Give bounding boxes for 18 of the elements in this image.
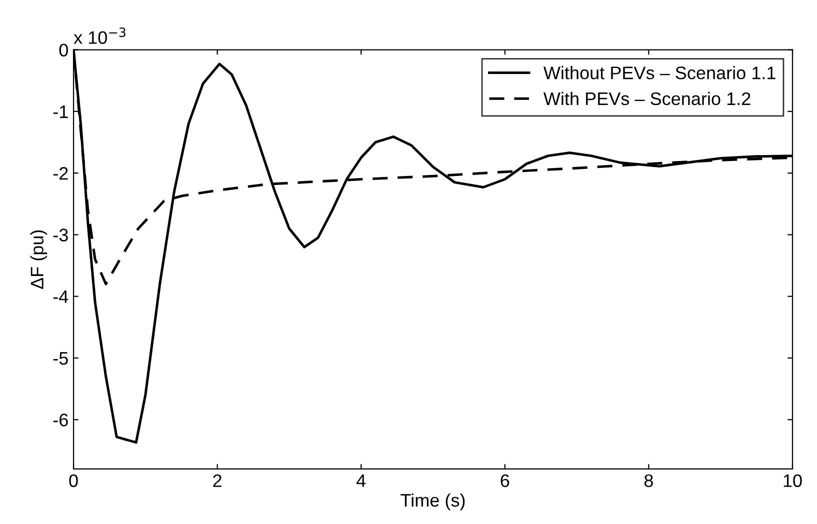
x-axis-title: Time (s): [400, 493, 465, 510]
legend-label: Without PEVs – Scenario 1.1: [543, 66, 776, 80]
y-tick-label: 0: [59, 44, 68, 56]
x-tick-label: 8: [644, 474, 653, 488]
x-tick-label: 6: [500, 474, 510, 488]
y-tick-label: -3: [53, 228, 68, 242]
y-tick-label: -4: [53, 290, 68, 303]
y-tick-label: -1: [53, 106, 68, 118]
y-axis-title: ΔF (pu): [30, 230, 48, 289]
legend-label: With PEVs – Scenario 1.2: [543, 92, 750, 106]
x-tick-label: 10: [784, 474, 802, 488]
x-tick-label: 2: [213, 474, 222, 487]
y-tick-label: -6: [53, 414, 68, 426]
y-tick-label: -2: [53, 167, 68, 180]
text: x 10$^{−3}$: [74, 28, 126, 44]
y-tick-label: -5: [53, 352, 68, 365]
x-tick-label: 0: [69, 474, 78, 488]
x-tick-label: 4: [356, 474, 366, 487]
